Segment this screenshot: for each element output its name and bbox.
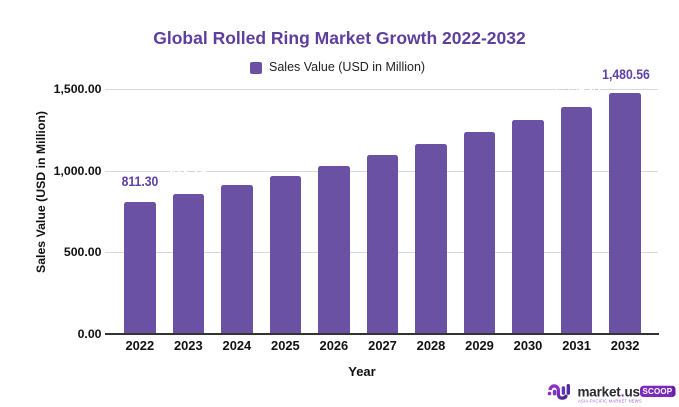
- svg-text:.: .: [621, 385, 625, 400]
- svg-text:market: market: [578, 385, 622, 400]
- svg-text:us: us: [625, 385, 640, 400]
- svg-text:SCOOP: SCOOP: [642, 387, 672, 396]
- svg-text:ASIA-PACIFIC MARKET NEWS: ASIA-PACIFIC MARKET NEWS: [578, 398, 642, 403]
